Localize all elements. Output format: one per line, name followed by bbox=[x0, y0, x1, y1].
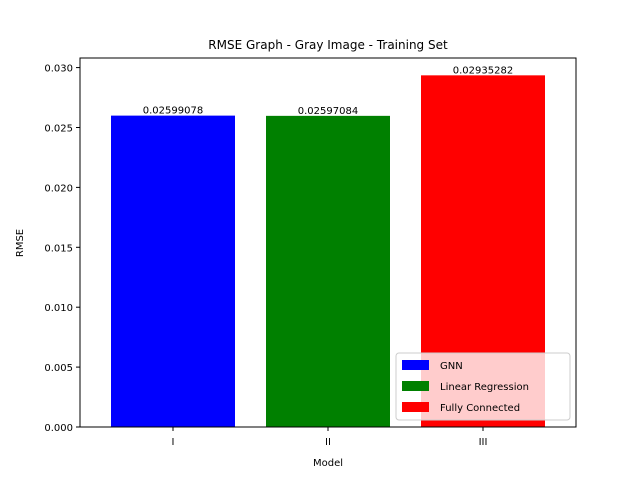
y-tick-label: 0.030 bbox=[44, 64, 73, 75]
x-axis: I II III bbox=[172, 427, 488, 448]
legend-box bbox=[395, 352, 571, 421]
y-tick-label: 0.010 bbox=[44, 303, 73, 314]
y-tick-label: 0.025 bbox=[44, 123, 73, 134]
legend-swatch-2 bbox=[402, 381, 429, 391]
chart-title: RMSE Graph - Gray Image - Training Set bbox=[208, 38, 448, 52]
legend-label-3: Fully Connected bbox=[440, 403, 520, 414]
legend: GNN Linear Regression Fully Connected bbox=[395, 352, 571, 421]
bar-value-label-III: 0.02935282 bbox=[453, 65, 513, 76]
legend-label-1: GNN bbox=[440, 361, 463, 372]
x-tick-label-I: I bbox=[172, 437, 175, 448]
legend-swatch-1 bbox=[402, 360, 429, 370]
y-tick-label: 0.005 bbox=[44, 363, 73, 374]
y-axis-title: RMSE bbox=[15, 229, 26, 257]
y-tick-label: 0.015 bbox=[44, 243, 73, 254]
y-axis: 0.000 0.005 0.010 0.015 0.020 0.025 0.030 bbox=[44, 64, 80, 434]
legend-label-2: Linear Regression bbox=[440, 382, 529, 393]
bar-I bbox=[111, 115, 235, 428]
x-tick-label-II: II bbox=[325, 437, 331, 448]
y-tick-label: 0.000 bbox=[44, 423, 73, 434]
bar-II bbox=[266, 115, 390, 428]
bar-value-label-II: 0.02597084 bbox=[298, 106, 358, 117]
bar-value-label-I: 0.02599078 bbox=[143, 106, 203, 117]
x-tick-label-III: III bbox=[479, 437, 488, 448]
x-axis-title: Model bbox=[313, 458, 343, 469]
plot-frame bbox=[79, 57, 577, 428]
legend-swatch-3 bbox=[402, 402, 429, 412]
y-tick-label: 0.020 bbox=[44, 183, 73, 194]
